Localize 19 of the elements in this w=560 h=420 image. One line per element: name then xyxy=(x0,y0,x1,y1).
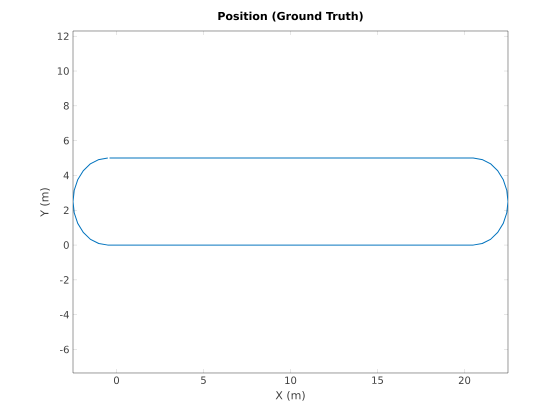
y-tick-label: -6 xyxy=(60,346,69,354)
y-tick-label: 4 xyxy=(64,172,69,180)
x-tick-label: 15 xyxy=(372,376,383,384)
y-tick-label: -4 xyxy=(60,311,69,318)
y-axis-title: Y (m) xyxy=(40,188,50,217)
y-tick-label: 0 xyxy=(64,241,69,249)
y-tick-label: 6 xyxy=(64,136,69,144)
x-tick-label: 0 xyxy=(114,376,120,384)
line-series xyxy=(73,158,508,246)
y-tick-label: 8 xyxy=(64,102,69,110)
y-tick-label: -2 xyxy=(60,276,68,284)
y-tick-label: 12 xyxy=(58,32,68,40)
x-tick-label: 20 xyxy=(458,376,470,384)
y-tick-label: 10 xyxy=(58,67,69,75)
y-tick-label: 2 xyxy=(64,206,68,214)
x-tick-label: 10 xyxy=(285,376,296,384)
x-axis-title: X (m) xyxy=(276,390,305,401)
x-tick-label: 5 xyxy=(201,376,206,384)
chart-title: Position (Ground Truth) xyxy=(218,12,363,22)
